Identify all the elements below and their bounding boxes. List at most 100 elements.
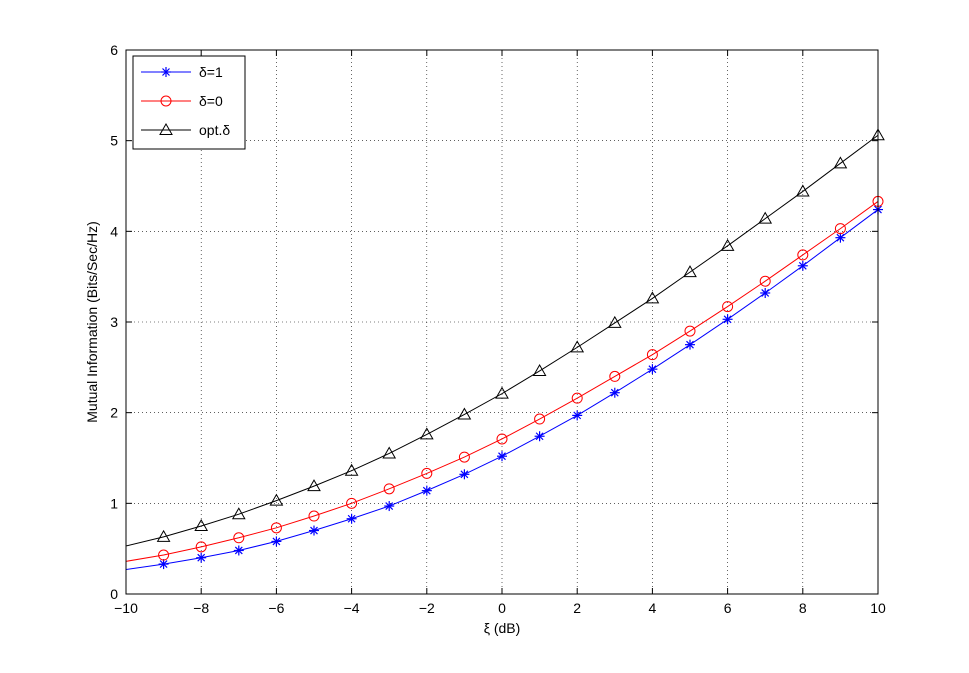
- x-tick-label: 10: [870, 600, 886, 616]
- marker-stroke: [385, 502, 394, 510]
- data-point: [346, 513, 357, 524]
- data-point: [458, 451, 470, 463]
- data-point: [722, 314, 733, 325]
- marker-stroke: [648, 365, 657, 374]
- data-point: [156, 529, 171, 542]
- y-tick-labels: 0 1 2 3 4 5 6: [110, 42, 118, 602]
- marker-stroke: [610, 388, 619, 397]
- legend-marker: [160, 95, 172, 107]
- data-point: [571, 392, 583, 404]
- data-point: [270, 522, 282, 534]
- x-axis-label: ξ (dB): [484, 620, 521, 636]
- data-point: [683, 265, 697, 278]
- data-point: [271, 536, 282, 547]
- data-point: [647, 364, 658, 375]
- data-point: [382, 446, 397, 459]
- marker-stroke: [798, 261, 807, 270]
- data-point: [835, 232, 846, 243]
- x-tick-label: 4: [649, 600, 657, 616]
- x-tick-label: 8: [799, 600, 807, 616]
- data-point: [532, 363, 547, 376]
- data-point: [269, 493, 284, 506]
- x-tick-label: −10: [114, 600, 138, 616]
- data-point: [457, 407, 472, 420]
- data-point: [534, 431, 545, 442]
- data-point: [194, 518, 209, 531]
- data-point: [758, 211, 773, 224]
- marker-stroke: [686, 340, 694, 349]
- data-point: [383, 483, 395, 495]
- legend-label: δ=1: [199, 64, 223, 80]
- data-point: [196, 552, 207, 563]
- data-point: [496, 433, 508, 445]
- series-line: [125, 134, 879, 547]
- marker-stroke: [310, 526, 318, 535]
- series-2: [125, 195, 884, 562]
- marker-stroke: [460, 470, 469, 479]
- marker-stroke: [761, 289, 770, 297]
- x-tick-label: −6: [268, 600, 284, 616]
- legend-entry: δ=0: [141, 93, 223, 109]
- data-point: [459, 469, 470, 480]
- y-tick-label: 2: [110, 405, 118, 421]
- x-tick-label: −2: [419, 600, 435, 616]
- data-point: [685, 339, 695, 350]
- series-3: [125, 128, 885, 547]
- data-point: [308, 510, 320, 522]
- x-tick-label: 0: [498, 600, 506, 616]
- data-point: [759, 275, 771, 287]
- data-point: [231, 507, 246, 520]
- y-tick-label: 5: [110, 133, 118, 149]
- y-tick-label: 1: [110, 495, 118, 511]
- data-point: [307, 479, 321, 492]
- marker-stroke: [422, 486, 431, 495]
- marker-stroke: [159, 560, 168, 569]
- data-point: [421, 485, 432, 496]
- x-tick-label: −4: [344, 600, 360, 616]
- data-point: [158, 559, 169, 570]
- data-point: [233, 532, 245, 544]
- series-1: [125, 204, 883, 571]
- data-point: [495, 386, 509, 399]
- legend: δ=1 δ=0 opt.δ: [132, 55, 246, 150]
- data-point: [570, 340, 585, 353]
- data-point: [344, 463, 359, 476]
- x-tick-labels: −10 −8 −6 −4 −2 0 2 4 6 8 10: [114, 600, 886, 616]
- legend-marker: [159, 122, 173, 135]
- marker-stroke: [723, 315, 732, 324]
- axis-ticks: [125, 49, 879, 595]
- data-point: [607, 315, 622, 328]
- data-point: [797, 249, 809, 261]
- data-point: [722, 301, 734, 313]
- data-point: [795, 184, 810, 197]
- data-point: [760, 287, 771, 298]
- data-point: [797, 260, 808, 271]
- y-tick-label: 4: [110, 223, 118, 239]
- marker-stroke: [836, 233, 845, 242]
- data-point: [646, 349, 658, 361]
- marker-stroke: [197, 553, 206, 562]
- legend-entry: δ=1: [141, 64, 223, 80]
- data-point: [609, 370, 621, 382]
- y-tick-label: 3: [110, 314, 118, 330]
- marker-stroke: [535, 432, 544, 441]
- x-tick-label: 2: [573, 600, 581, 616]
- data-point: [419, 427, 434, 440]
- data-point: [421, 467, 433, 479]
- data-point: [158, 549, 170, 561]
- data-point: [195, 541, 207, 553]
- marker-stroke: [498, 452, 506, 461]
- series-line: [125, 201, 879, 562]
- data-point: [834, 223, 846, 235]
- data-point: [384, 501, 395, 512]
- legend-label: δ=0: [199, 93, 223, 109]
- data-point: [534, 413, 546, 425]
- data-point: [645, 291, 660, 304]
- legend-label: opt.δ: [199, 122, 230, 138]
- marker-stroke: [347, 514, 356, 523]
- marker-stroke: [272, 537, 281, 546]
- data-point: [497, 451, 507, 462]
- data-point: [233, 545, 244, 556]
